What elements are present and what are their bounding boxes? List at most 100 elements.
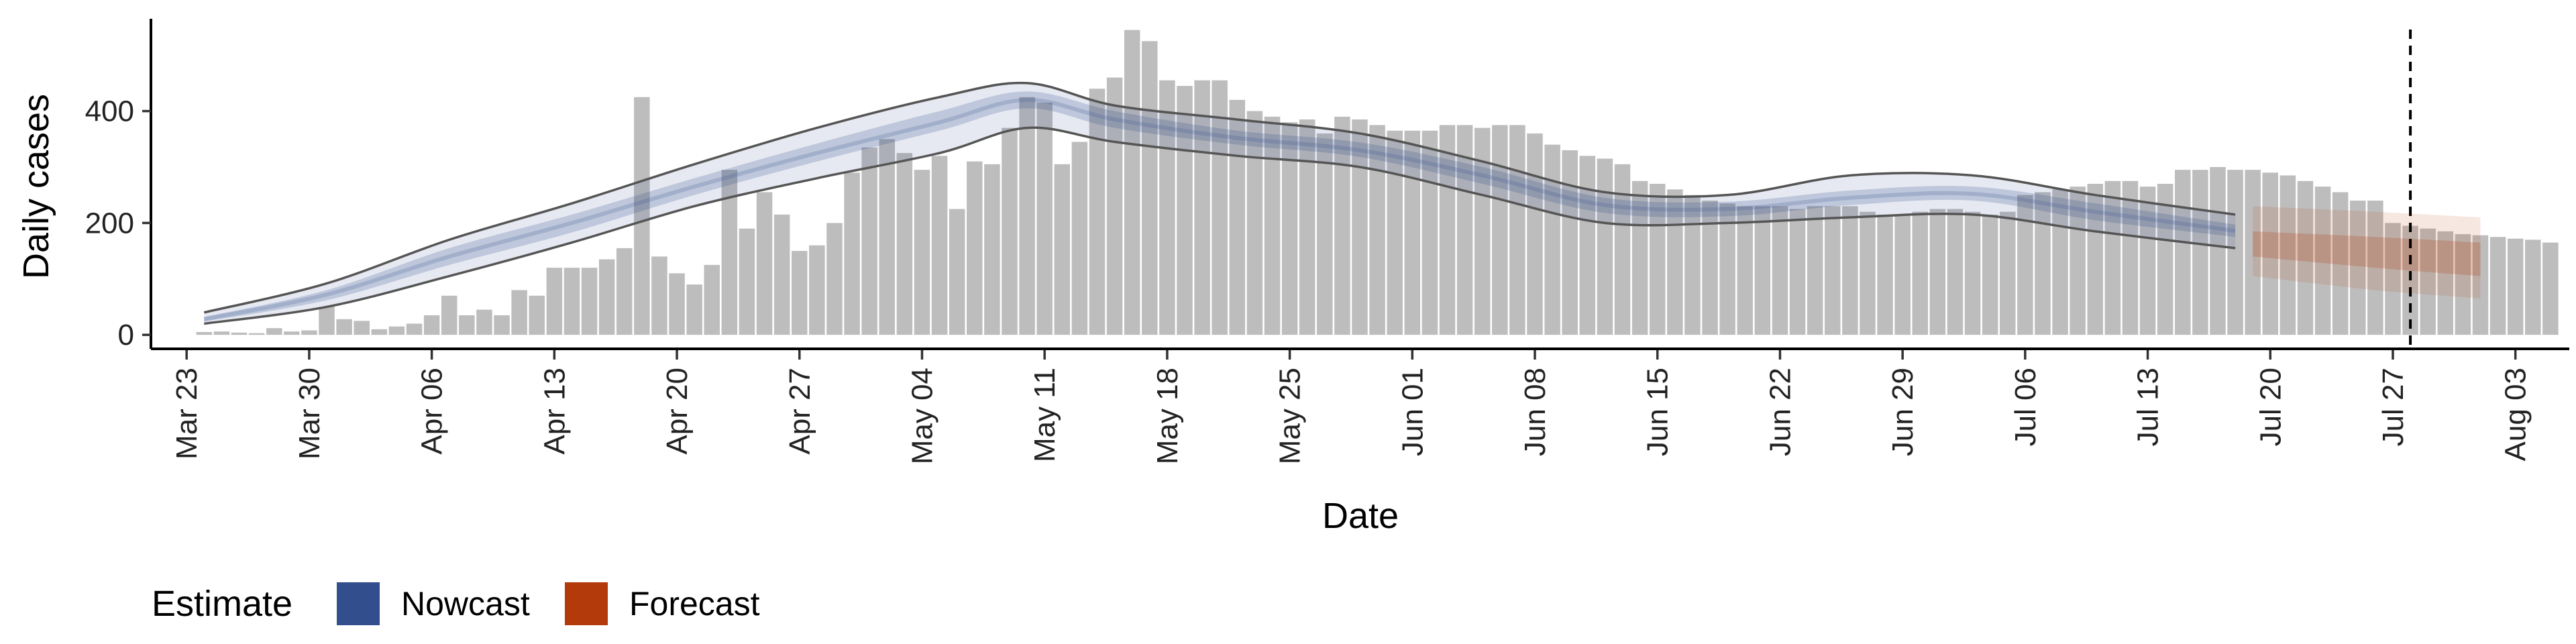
bar: [2472, 235, 2489, 335]
bar: [2507, 238, 2524, 335]
bar: [756, 192, 773, 335]
bar: [1860, 211, 1876, 335]
bar: [686, 284, 702, 335]
x-tick-label: May 11: [1028, 368, 1061, 462]
bar: [2104, 180, 2121, 335]
x-tick-label: Apr 06: [416, 368, 449, 455]
bar: [1614, 164, 1631, 335]
bar: [1002, 127, 1018, 335]
bar: [371, 329, 388, 335]
bar: [1089, 89, 1106, 335]
bar: [1369, 125, 1385, 335]
bar: [1982, 214, 1998, 335]
bar: [844, 172, 860, 335]
legend-label-forecast: Forecast: [629, 585, 760, 623]
bar: [1229, 99, 1246, 335]
nowcast-band-90: [204, 83, 2236, 324]
bar: [2437, 231, 2454, 335]
bar: [1912, 211, 1928, 335]
bar: [1877, 214, 1893, 335]
x-tick-label: Jun 01: [1396, 368, 1429, 456]
x-tick-label: May 18: [1151, 368, 1184, 464]
bar: [1824, 206, 1841, 335]
bar: [1544, 144, 1560, 335]
bar: [1159, 80, 1175, 335]
x-tick-label: Apr 20: [661, 368, 694, 455]
bar: [301, 330, 317, 335]
bar: [2157, 184, 2174, 335]
bar: [1194, 80, 1210, 335]
bar: [2525, 239, 2541, 335]
bar: [2350, 201, 2366, 335]
bar: [336, 319, 352, 335]
y-tick-label: 0: [118, 319, 134, 352]
bar: [1456, 125, 1473, 335]
bar: [1352, 119, 1368, 335]
bar: [2175, 170, 2191, 335]
bar: [792, 251, 808, 335]
bar: [2000, 211, 2016, 335]
bar: [1929, 209, 1946, 335]
bars-layer: [196, 30, 2559, 335]
bar: [1334, 116, 1350, 335]
x-tick-label: Jul 20: [2254, 368, 2287, 446]
bar: [967, 161, 983, 335]
bar: [931, 156, 948, 335]
bar: [739, 228, 755, 335]
bar: [546, 268, 563, 335]
bar: [984, 164, 1000, 335]
bar: [319, 307, 335, 335]
nowcast-band-50: [204, 91, 2236, 322]
bar: [1719, 203, 1735, 335]
x-tick-label: Jul 06: [2009, 368, 2042, 446]
bar: [896, 153, 913, 335]
bar: [1737, 206, 1753, 335]
x-tick-label: Mar 30: [293, 368, 326, 460]
bar: [494, 315, 510, 335]
bar: [1894, 214, 1911, 335]
bar: [2227, 170, 2243, 335]
nowcast-outline-upper: [203, 81, 2236, 314]
bar: [581, 268, 598, 335]
bar: [2542, 242, 2559, 335]
bar: [1387, 130, 1403, 335]
bar: [2070, 186, 2086, 335]
y-axis-title: Daily cases: [16, 94, 56, 279]
bar: [196, 331, 213, 335]
bar: [2367, 201, 2383, 335]
bar: [721, 170, 738, 335]
bar: [1036, 103, 1053, 335]
bar: [1492, 125, 1508, 335]
bar: [406, 323, 423, 335]
x-tick-label: Apr 13: [538, 368, 571, 455]
bar: [826, 223, 843, 335]
bar: [213, 331, 230, 335]
bar: [2314, 186, 2331, 335]
bar: [2192, 170, 2208, 335]
bar: [1947, 209, 1964, 335]
x-tick-label: Jul 27: [2377, 368, 2410, 446]
bar: [2332, 192, 2349, 335]
bar: [1562, 150, 1578, 335]
legend-key-forecast: [565, 582, 608, 625]
bar: [354, 321, 370, 335]
bar: [1649, 184, 1666, 335]
bar: [2420, 228, 2436, 335]
bar: [459, 315, 475, 335]
x-tick-label: Jul 13: [2132, 368, 2165, 446]
bar: [441, 295, 458, 335]
bar: [1019, 97, 1035, 335]
bar: [2087, 184, 2104, 335]
bar: [1772, 206, 1788, 335]
bar: [266, 328, 282, 335]
bar: [914, 170, 930, 335]
forecast-bands: [2253, 206, 2481, 299]
bar: [248, 333, 265, 335]
bar: [231, 332, 248, 335]
legend-key-nowcast: [337, 582, 380, 625]
bar: [634, 97, 650, 335]
forecast-band-90: [2253, 206, 2481, 299]
bar: [2245, 170, 2261, 335]
bar: [879, 139, 896, 335]
